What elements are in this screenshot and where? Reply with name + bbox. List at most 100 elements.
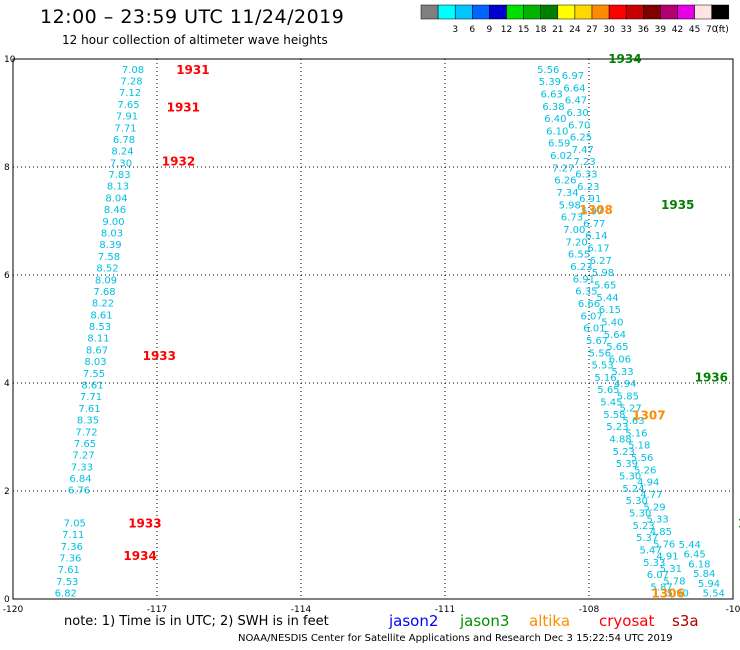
wave-height-value: 8.13	[107, 182, 129, 193]
pass-time-label: 193	[738, 516, 740, 530]
wave-height-value: 8.46	[104, 205, 126, 216]
pass-time-label: 1931	[176, 63, 209, 77]
wave-height-value: 6.01	[583, 324, 605, 335]
wave-height-value: 5.53	[592, 361, 614, 372]
wave-height-value: 5.98	[559, 200, 581, 211]
track-1: 7.087.287.127.657.917.716.788.247.307.83…	[55, 65, 144, 600]
wave-height-value: 5.33	[643, 558, 665, 569]
wave-height-value: 5.23	[613, 447, 635, 458]
wave-height-value: 5.85	[617, 391, 639, 402]
wave-height-value: 5.37	[636, 533, 658, 544]
wave-height-value: 7.27	[72, 451, 94, 462]
wave-height-value: 5.58	[603, 410, 625, 421]
wave-height-value: 5.67	[586, 336, 608, 347]
wave-height-value: 5.63	[622, 416, 644, 427]
chart-subtitle: 12 hour collection of altimeter wave hei…	[62, 33, 328, 47]
wave-height-value: 6.10	[546, 126, 568, 137]
pass-time-label: 1934	[123, 549, 156, 563]
wave-height-value: 5.23	[606, 422, 628, 433]
pass-time-label: 1308	[579, 203, 612, 217]
wave-height-value: 6.76	[68, 486, 90, 497]
wave-height-value: 6.91	[573, 274, 595, 285]
wave-height-value: 5.45	[600, 398, 622, 409]
wave-height-value: 6.64	[563, 83, 585, 94]
wave-height-value: 4.88	[609, 435, 631, 446]
wave-height-value: 6.38	[542, 102, 564, 113]
wave-height-value: 6.82	[55, 589, 77, 600]
wave-height-value: 7.53	[56, 577, 78, 588]
colorbar-label: 24	[569, 25, 581, 35]
x-tick-label: -10	[726, 605, 740, 615]
wave-height-value: 6.25	[570, 133, 592, 144]
plot-area: -120 -117 -114 -111 -108 -1002468107.087.287.…	[3, 52, 740, 615]
wave-height-value: 6.07	[647, 570, 669, 581]
wave-height-value: 5.56	[589, 348, 611, 359]
track-3: 5.446.456.185.845.945.54	[679, 540, 725, 600]
wave-height-value: 7.68	[93, 287, 115, 298]
wave-height-value: 6.30	[566, 108, 588, 119]
wave-height-value: 7.65	[117, 100, 139, 111]
wave-height-value: 5.65	[606, 342, 628, 353]
wave-height-value: 5.64	[604, 330, 626, 341]
wave-height-value: 6.14	[585, 231, 607, 242]
wave-height-value: 8.35	[77, 416, 99, 427]
wave-height-value: 8.39	[99, 240, 121, 251]
wave-height-value: 5.94	[698, 579, 720, 590]
wave-height-value: 7.00	[563, 225, 585, 236]
wave-height-value: 8.04	[105, 193, 127, 204]
wave-height-value: 7.36	[61, 542, 83, 553]
wave-height-value: 7.36	[59, 554, 81, 565]
wave-height-value: 6.35	[575, 287, 597, 298]
wave-height-value: 5.98	[592, 268, 614, 279]
colorbar-label: 27	[586, 25, 597, 35]
wave-height-value: 6.27	[590, 256, 612, 267]
colorbar-label: 70	[706, 25, 718, 35]
wave-height-value: 5.26	[634, 465, 656, 476]
wave-height-value: 5.24	[622, 484, 644, 495]
wave-height-value: 8.52	[96, 264, 118, 275]
colorbar-label: 15	[518, 25, 529, 35]
wave-height-value: 7.28	[120, 76, 142, 87]
wave-height-value: 7.91	[116, 112, 138, 123]
wave-height-value: 9.00	[102, 217, 124, 228]
colorbar-label: 9	[487, 25, 493, 35]
wave-height-value: 5.44	[679, 540, 701, 551]
wave-height-value: 7.72	[75, 427, 97, 438]
wave-height-value: 5.90	[667, 589, 689, 600]
pass-time-label: 1933	[128, 516, 161, 530]
pass-time-label: 1935	[661, 198, 694, 212]
x-tick-label: -111	[435, 605, 455, 615]
wave-height-value: 7.61	[58, 565, 80, 576]
wave-height-value: 6.45	[683, 550, 705, 561]
wave-height-value: 5.30	[619, 472, 641, 483]
wave-height-value: 7.08	[122, 65, 144, 76]
wave-height-value: 5.33	[611, 367, 633, 378]
wave-height-value: 5.65	[594, 280, 616, 291]
wave-height-value: 7.47	[572, 145, 594, 156]
wave-height-value: 7.23	[573, 157, 595, 168]
wave-height-value: 5.16	[594, 373, 616, 384]
colorbar-label: 30	[603, 25, 615, 35]
colorbar-label: 45	[689, 25, 700, 35]
wave-height-value: 5.31	[660, 564, 682, 575]
wave-height-value: 4.91	[656, 552, 678, 563]
x-tick-label: -117	[147, 605, 167, 615]
wave-height-value: 5.97	[581, 207, 603, 218]
wave-height-value: 6.70	[568, 120, 590, 131]
wave-height-value: 6.91	[579, 194, 601, 205]
wave-height-value: 7.83	[108, 170, 130, 181]
wave-height-value: 6.23	[570, 262, 592, 273]
colorbar-label: 36	[638, 25, 650, 35]
chart-title: 12:00 – 23:59 UTC 11/24/2019	[40, 6, 345, 28]
wave-height-value: 8.03	[84, 357, 106, 368]
wave-height-value: 5.18	[628, 441, 650, 452]
wave-height-value: 6.17	[587, 244, 609, 255]
wave-height-value: 4.77	[640, 490, 662, 501]
colorbar-label: 42	[672, 25, 683, 35]
wave-height-value: 7.27	[552, 163, 574, 174]
wave-height-value: 6.84	[69, 474, 91, 485]
colorbar-label: 18	[535, 25, 547, 35]
colorbar-label: 12	[501, 25, 512, 35]
y-tick-label: 8	[4, 163, 10, 173]
